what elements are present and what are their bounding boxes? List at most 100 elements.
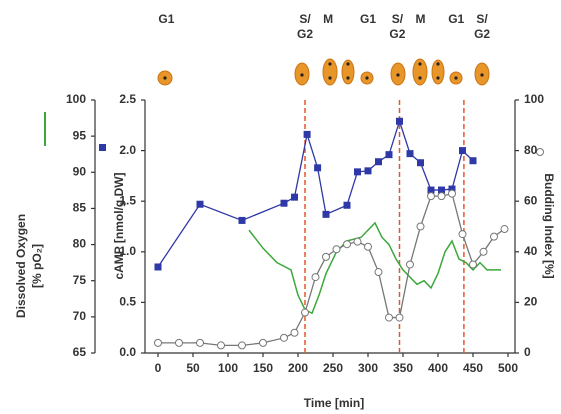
point <box>301 308 309 317</box>
point <box>322 252 330 261</box>
phase-label: S/ <box>299 12 311 26</box>
y-tick-label: 2.5 <box>119 92 136 106</box>
phase-label: G1 <box>448 12 464 26</box>
x-tick-label: 450 <box>463 361 483 375</box>
cell-icon <box>341 59 355 85</box>
phase-label: S/ <box>392 12 404 26</box>
point <box>311 273 320 282</box>
y-tick-label: 0.0 <box>119 345 136 359</box>
x-tick-label: 100 <box>218 361 238 375</box>
point <box>364 167 372 175</box>
cell-icon <box>412 58 428 86</box>
point <box>395 313 404 322</box>
y3-tick-label: 70 <box>73 309 87 323</box>
x-tick-label: 0 <box>155 361 162 375</box>
y-axis-title: cAMP [nmol/g DW] <box>112 172 126 279</box>
point <box>469 157 477 165</box>
phase-label: S/ <box>476 12 488 26</box>
y-tick-label: 2.0 <box>119 143 136 157</box>
y-tick-label: 1.0 <box>119 244 136 258</box>
point <box>374 268 383 277</box>
point <box>354 168 361 176</box>
y2-tick-label: 60 <box>524 193 538 207</box>
x-tick-label: 50 <box>186 361 200 375</box>
y3-axis-title: Dissolved Oxygen <box>14 214 28 318</box>
y2-tick-label: 80 <box>524 143 538 157</box>
point <box>154 338 162 347</box>
x-tick-label: 300 <box>358 361 378 375</box>
point <box>353 237 362 246</box>
point <box>385 151 393 159</box>
point <box>459 147 466 155</box>
y2-tick-label: 40 <box>524 244 538 258</box>
point <box>448 189 456 198</box>
x-tick-label: 500 <box>498 361 518 375</box>
point <box>332 245 341 254</box>
point <box>427 186 435 194</box>
legend-square <box>99 144 106 151</box>
phase-label: G1 <box>158 12 174 26</box>
cell-icon <box>322 58 338 86</box>
point <box>417 159 424 167</box>
x-tick-label: 400 <box>428 361 448 375</box>
point <box>396 117 403 125</box>
cell-icon <box>431 59 445 85</box>
point <box>343 201 351 209</box>
y-tick-label: 0.5 <box>119 295 136 309</box>
point <box>175 338 183 347</box>
y3-axis-title: [% pO₂] <box>30 244 44 288</box>
legend-circle <box>536 148 544 156</box>
point <box>448 185 456 193</box>
point <box>217 341 225 350</box>
point <box>238 341 246 350</box>
point <box>406 260 414 269</box>
point <box>500 225 509 234</box>
y2-tick-label: 0 <box>524 345 531 359</box>
point <box>303 130 311 138</box>
y2-axis-title: Budding Index [%] <box>542 173 556 278</box>
x-tick-label: 150 <box>253 361 273 375</box>
phase-label: G1 <box>360 12 376 26</box>
y2-tick-label: 100 <box>524 92 544 106</box>
point <box>238 216 246 224</box>
point <box>364 242 372 251</box>
point <box>479 247 488 256</box>
phase-label: G2 <box>297 27 313 41</box>
point <box>291 193 298 201</box>
y3-tick-label: 85 <box>73 201 87 215</box>
x-axis-title: Time [min] <box>304 396 364 410</box>
series-line <box>157 119 474 268</box>
x-tick-label: 200 <box>288 361 308 375</box>
cell-icons <box>157 58 490 86</box>
point <box>196 200 204 208</box>
point <box>385 313 393 322</box>
x-tick-label: 250 <box>323 361 343 375</box>
y3-tick-label: 80 <box>73 237 87 251</box>
y3-tick-label: 65 <box>73 345 87 359</box>
phase-label: M <box>416 12 426 26</box>
y3-tick-label: 100 <box>66 92 86 106</box>
point <box>416 222 425 231</box>
point <box>469 260 477 269</box>
point <box>280 333 288 342</box>
point <box>259 338 267 347</box>
point <box>154 263 162 271</box>
x-tick-label: 350 <box>393 361 413 375</box>
phase-label: G2 <box>389 27 405 41</box>
phase-label: G2 <box>474 27 490 41</box>
point <box>406 150 414 158</box>
point <box>437 192 446 201</box>
series-line <box>158 192 505 347</box>
point <box>490 232 498 241</box>
y-tick-label: 1.5 <box>119 193 136 207</box>
y3-tick-label: 90 <box>73 164 87 178</box>
point <box>375 158 382 166</box>
point <box>290 328 299 337</box>
point <box>314 164 322 172</box>
point <box>196 338 204 347</box>
point <box>438 186 445 194</box>
y2-tick-label: 20 <box>524 295 538 309</box>
y3-tick-label: 95 <box>73 128 87 142</box>
cell-nuclei <box>163 62 484 80</box>
